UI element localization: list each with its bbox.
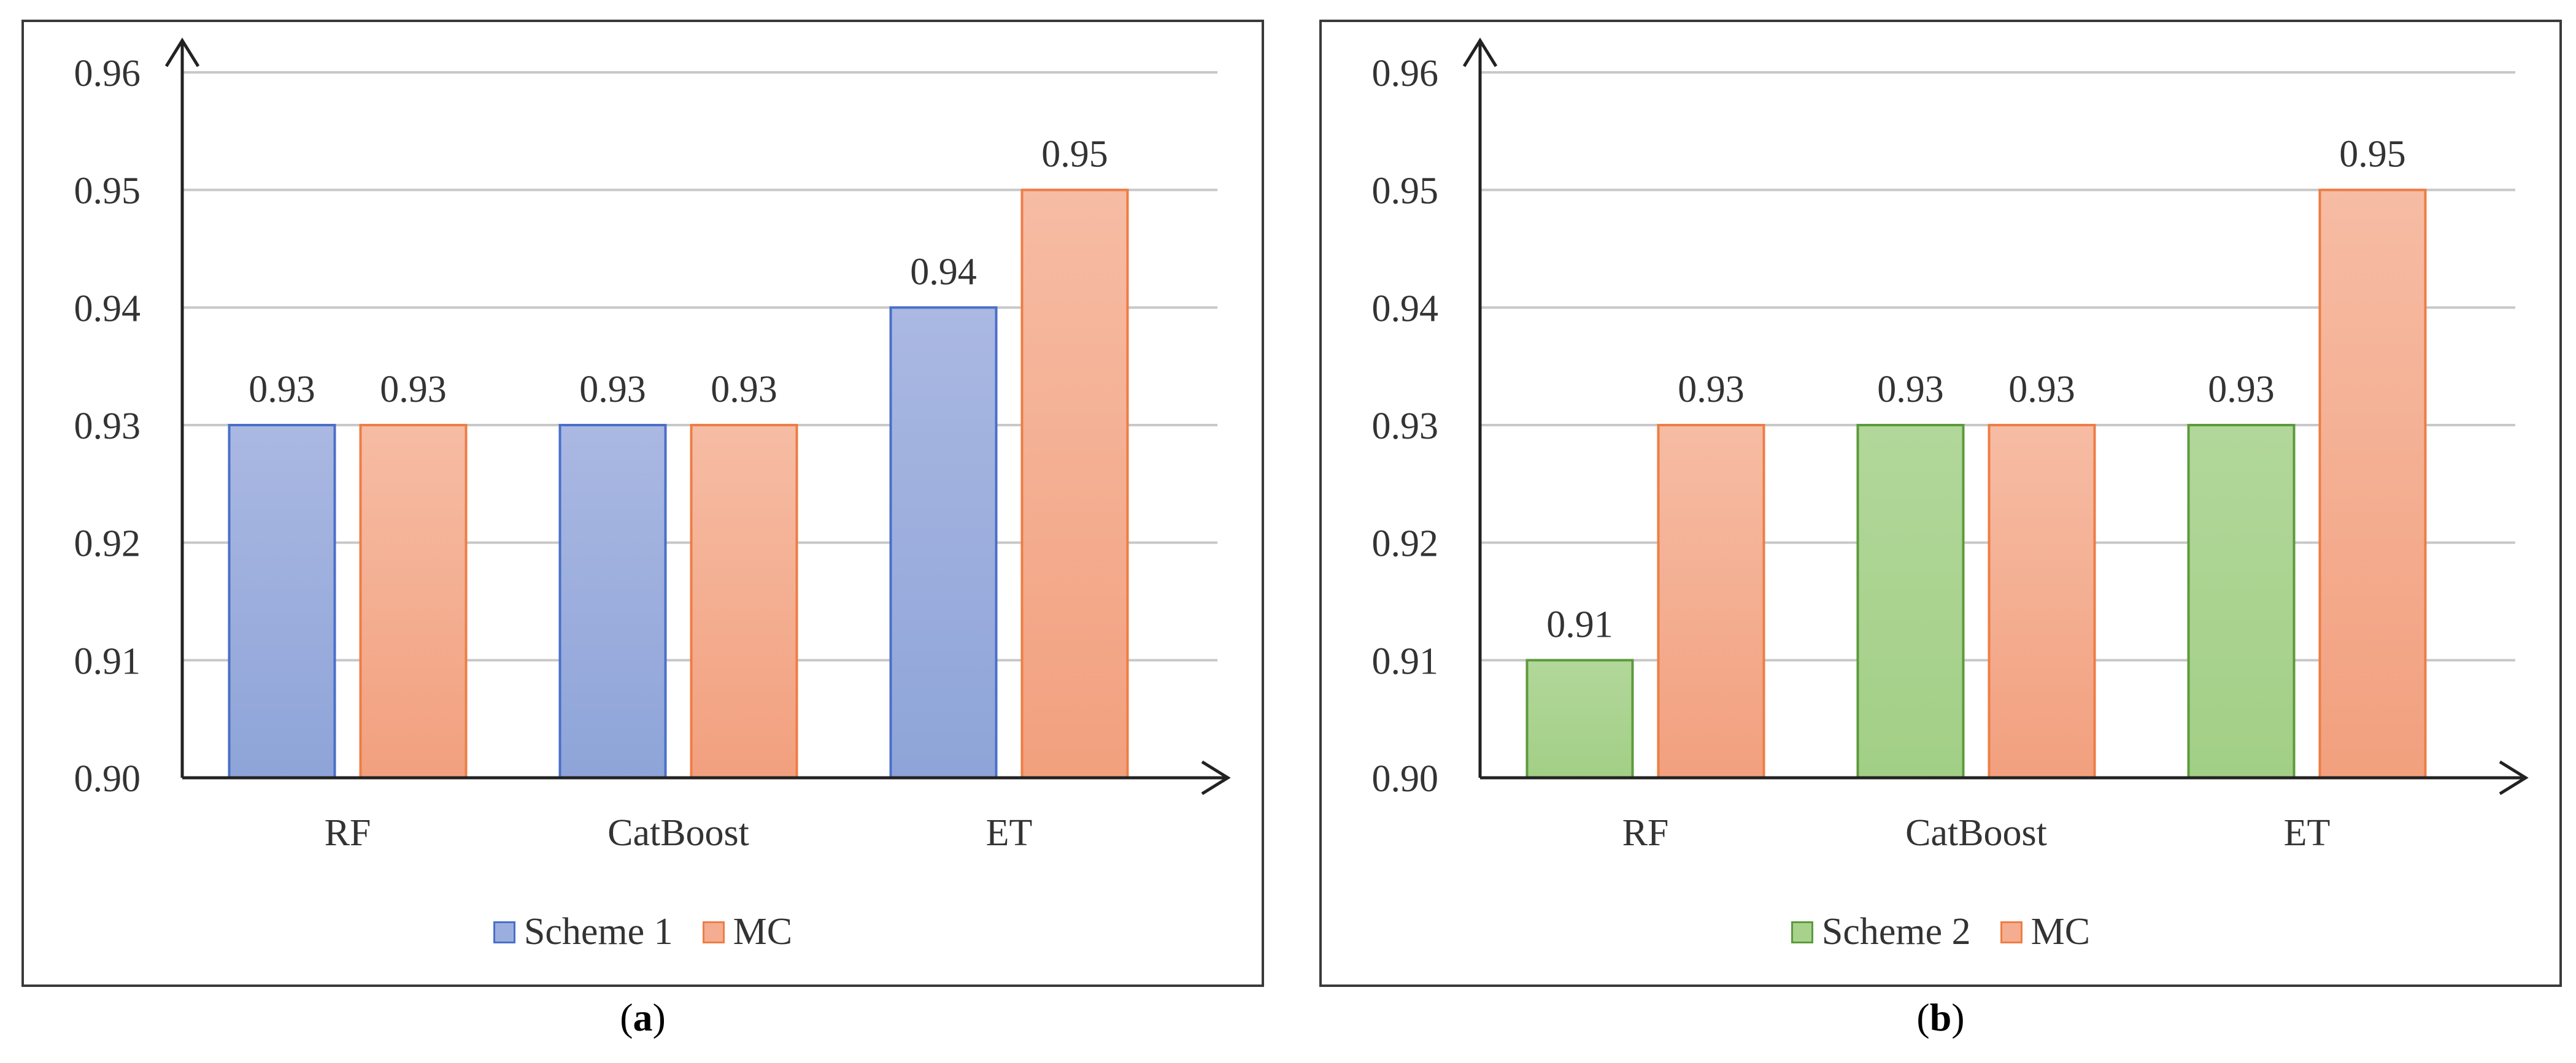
y-tick-label: 0.90	[74, 758, 141, 800]
y-tick-label: 0.94	[74, 288, 141, 329]
y-tick-label: 0.92	[1372, 523, 1439, 565]
data-label: 0.93	[1877, 369, 1944, 410]
bar-scheme-2-et	[2187, 424, 2296, 779]
data-label: 0.93	[711, 369, 777, 410]
bar-scheme-1-rf	[228, 424, 336, 779]
bar-mc-et	[1020, 188, 1129, 779]
chart-a-plot: 0.90 0.91 0.92 0.93 0.94 0.95 0.96 0.93 0.93 RF 0.…	[74, 37, 1231, 854]
legend-label-scheme-1: Scheme 1	[523, 911, 673, 953]
data-label: 0.93	[1678, 369, 1745, 410]
legend-label-scheme-2: Scheme 2	[1821, 911, 1971, 953]
y-tick-label: 0.94	[1372, 288, 1439, 329]
legend-item-scheme-1: Scheme 1	[493, 910, 673, 954]
data-label: 0.94	[910, 251, 977, 293]
chart-panel-b: 0.90 0.91 0.92 0.93 0.94 0.95 0.96 0.91 0.93 RF 0.…	[1319, 20, 2562, 987]
legend-label-mc: MC	[733, 911, 793, 953]
y-axis-arrowhead	[1462, 37, 1498, 67]
bar-mc-et	[2318, 188, 2427, 779]
y-tick-label: 0.92	[74, 523, 141, 565]
bar-scheme-1-catboost	[558, 424, 667, 779]
bar-mc-catboost	[690, 424, 798, 779]
data-label: 0.93	[2208, 369, 2275, 410]
legend-swatch-mc	[2000, 921, 2023, 943]
x-axis-arrowhead	[2499, 760, 2529, 796]
x-axis-arrowhead	[1201, 760, 1231, 796]
chart-a-legend: Scheme 1 MC	[24, 910, 1262, 954]
chart-b-legend: Scheme 2 MC	[1322, 910, 2559, 954]
bar-scheme-2-rf	[1525, 659, 1634, 780]
bar-scheme-2-catboost	[1856, 424, 1965, 779]
y-tick-label: 0.91	[74, 640, 141, 682]
data-label: 0.95	[2339, 134, 2406, 175]
x-tick-label: CatBoost	[607, 812, 749, 854]
x-tick-label: ET	[2284, 812, 2331, 854]
data-label: 0.91	[1546, 604, 1613, 645]
chart-panel-a: 0.90 0.91 0.92 0.93 0.94 0.95 0.96 0.93 0.93 RF 0.…	[21, 20, 1264, 987]
y-tick-label: 0.93	[74, 405, 141, 447]
data-label: 0.93	[380, 369, 447, 410]
x-tick-label: RF	[325, 812, 371, 854]
y-tick-label: 0.95	[74, 171, 141, 212]
legend-swatch-scheme-2	[1791, 921, 1813, 943]
y-tick-label: 0.91	[1372, 640, 1439, 682]
caption-b: (b)	[1916, 996, 1965, 1039]
bar-mc-rf	[359, 424, 468, 779]
x-tick-label: RF	[1622, 812, 1669, 854]
y-tick-label: 0.96	[74, 53, 141, 94]
legend-item-mc: MC	[2000, 910, 2090, 954]
x-tick-label: CatBoost	[1905, 812, 2047, 854]
data-label: 0.93	[579, 369, 646, 410]
data-label: 0.93	[249, 369, 315, 410]
caption-a: (a)	[620, 996, 666, 1039]
data-label: 0.93	[2008, 369, 2075, 410]
legend-swatch-mc	[702, 921, 725, 943]
x-tick-label: ET	[986, 812, 1033, 854]
y-tick-label: 0.96	[1372, 53, 1439, 94]
y-tick-label: 0.93	[1372, 405, 1439, 447]
legend-item-scheme-2: Scheme 2	[1791, 910, 1971, 954]
legend-swatch-scheme-1	[493, 921, 515, 943]
legend-label-mc: MC	[2030, 911, 2091, 953]
bar-mc-catboost	[1988, 424, 2096, 779]
bar-scheme-1-et	[889, 306, 998, 780]
legend-item-mc: MC	[702, 910, 793, 954]
y-tick-label: 0.95	[1372, 171, 1439, 212]
bar-mc-rf	[1657, 424, 1765, 779]
y-axis-arrowhead	[164, 37, 200, 67]
y-tick-label: 0.90	[1372, 758, 1439, 800]
chart-b-plot: 0.90 0.91 0.92 0.93 0.94 0.95 0.96 0.91 0.93 RF 0.…	[1372, 37, 2529, 854]
data-label: 0.95	[1041, 134, 1108, 175]
